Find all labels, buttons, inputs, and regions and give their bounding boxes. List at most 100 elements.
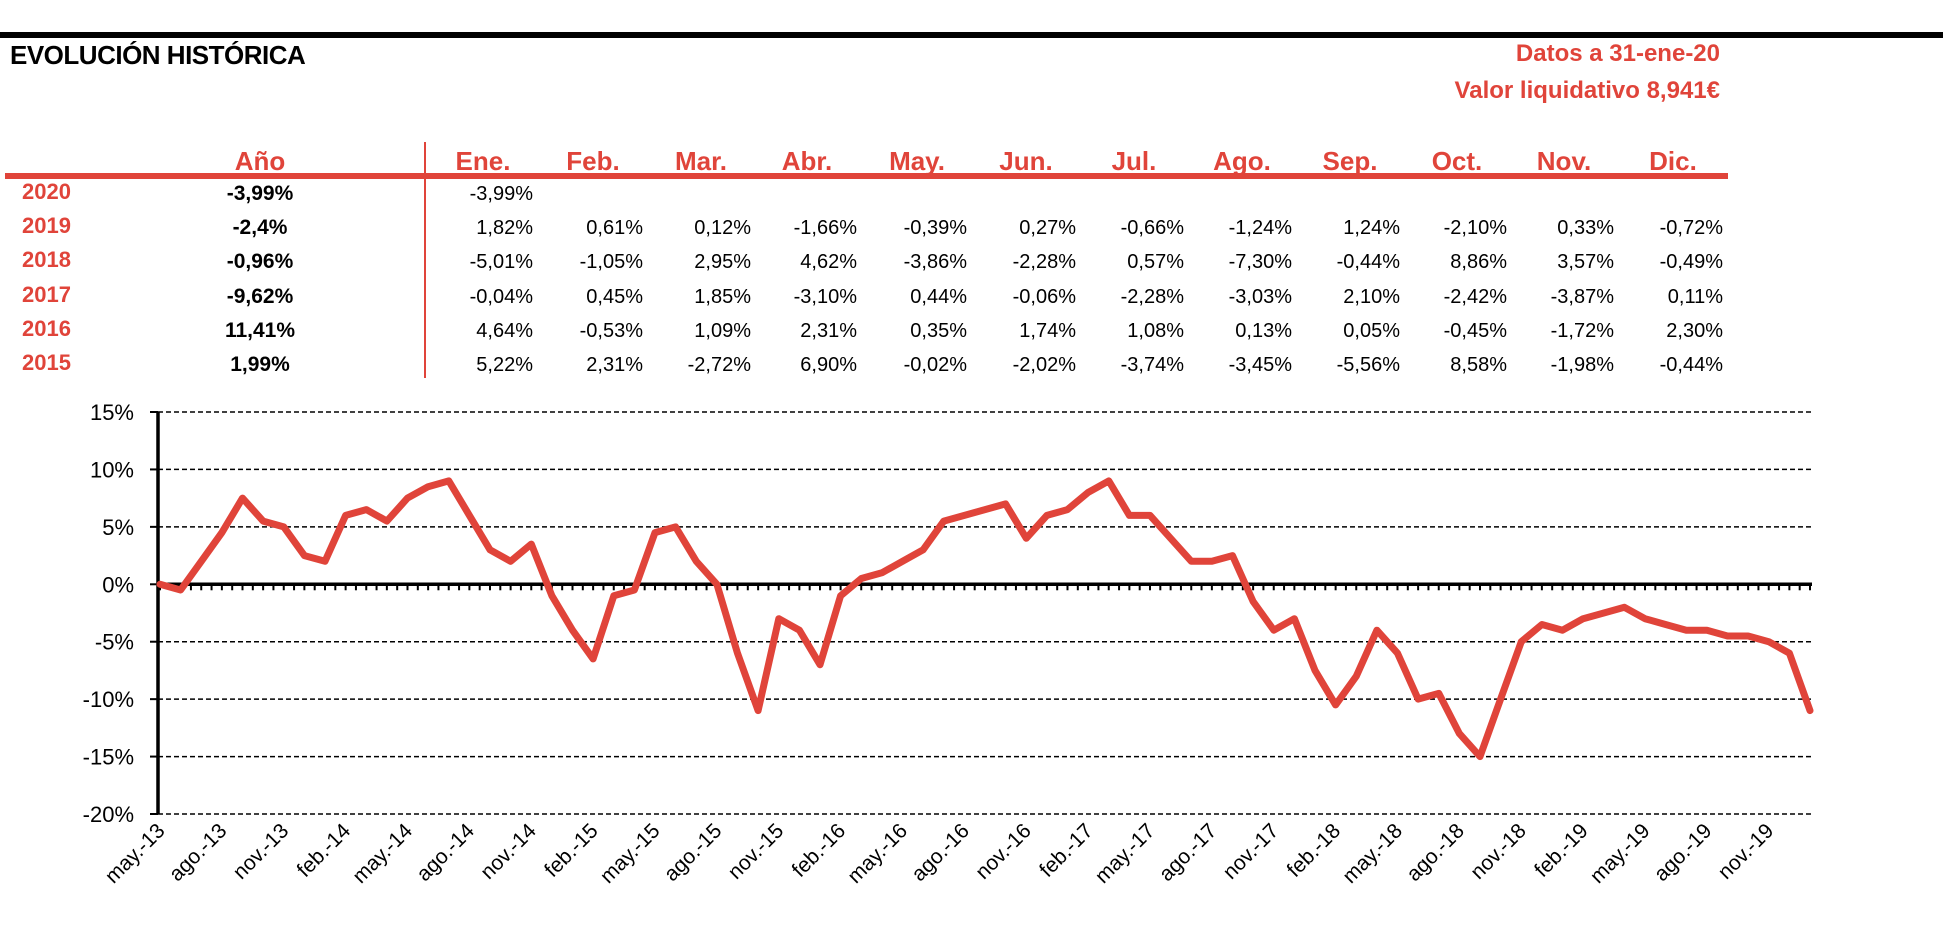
table-cell-monthly-return: 2,10%: [1343, 285, 1400, 308]
table-cell-monthly-return: -1,24%: [1228, 217, 1292, 240]
table-cell-monthly-return: -2,72%: [687, 354, 751, 376]
table-cell-monthly-return: -2,28%: [1120, 285, 1184, 308]
table-cell-monthly-return: 0,13%: [1235, 319, 1292, 342]
table-cell-monthly-return: 8,58%: [1450, 354, 1507, 376]
y-tick-label: -15%: [83, 745, 134, 770]
table-cell-monthly-return: 4,62%: [800, 251, 857, 274]
x-tick-label: may.-18: [1338, 819, 1407, 888]
x-tick-label: nov.-13: [229, 819, 294, 884]
table-row-annual-return: -2,4%: [232, 216, 288, 240]
table-cell-monthly-return: 1,85%: [694, 285, 751, 308]
y-tick-label: -10%: [83, 687, 134, 712]
table-row-annual-return: 1,99%: [230, 353, 290, 376]
x-tick-label: may.-14: [348, 819, 417, 888]
x-tick-label: feb.-18: [1283, 819, 1346, 882]
x-tick-label: may.-19: [1586, 819, 1655, 888]
table-cell-monthly-return: -5,01%: [469, 251, 533, 274]
y-tick-label: 15%: [90, 400, 134, 425]
table-cell-monthly-return: 0,12%: [694, 217, 751, 240]
month-header-sep: Sep.: [1322, 146, 1378, 176]
chart-series: [156, 477, 1814, 761]
table-cell-monthly-return: -5,56%: [1336, 354, 1400, 376]
table-row-annual-return: -0,96%: [226, 250, 294, 274]
table-row-year: 2018: [22, 247, 71, 273]
table-row-annual-return: -9,62%: [226, 284, 294, 308]
table-cell-monthly-return: 1,74%: [1019, 319, 1076, 342]
x-tick-label: may.-13: [101, 819, 170, 888]
table-cell-monthly-return: -3,10%: [793, 285, 857, 308]
x-tick-label: nov.-14: [476, 819, 541, 884]
table-cell-monthly-return: -3,99%: [469, 183, 533, 205]
table-column-divider: [424, 142, 426, 378]
table-cell-monthly-return: -0,72%: [1659, 217, 1723, 240]
x-tick-label: ago.-15: [660, 819, 727, 886]
series-line: [156, 477, 1814, 761]
table-cell-monthly-return: 0,27%: [1019, 217, 1076, 240]
table-cell-monthly-return: 0,05%: [1343, 319, 1400, 342]
table-cell-monthly-return: 1,24%: [1343, 217, 1400, 240]
table-row-year: 2019: [22, 213, 71, 239]
y-tick-label: 0%: [102, 572, 134, 597]
month-header-feb: Feb.: [566, 146, 620, 176]
table-cell-monthly-return: 2,31%: [800, 319, 857, 342]
year-column-header: Año: [234, 146, 286, 176]
table-cell-monthly-return: -0,66%: [1120, 217, 1184, 240]
table-row-annual-return: -3,99%: [226, 182, 294, 205]
x-tick-label: feb.-17: [1035, 819, 1098, 882]
x-tick-label: nov.-19: [1714, 819, 1779, 884]
table-row-year: 2020: [22, 179, 71, 204]
table-cell-monthly-return: -1,05%: [579, 251, 643, 274]
x-tick-label: ago.-19: [1650, 819, 1717, 886]
table-cell-monthly-return: 6,90%: [800, 354, 857, 376]
table-cell-monthly-return: 0,11%: [1667, 285, 1723, 308]
table-cell-monthly-return: 0,61%: [586, 217, 643, 240]
table-cell-monthly-return: -0,44%: [1336, 251, 1400, 274]
month-header-aug: Ago.: [1213, 146, 1271, 176]
table-cell-monthly-return: -1,66%: [793, 217, 857, 240]
table-cell-monthly-return: 1,82%: [476, 217, 533, 240]
table-row-annual-return: 11,41%: [224, 318, 296, 342]
table-cell-monthly-return: 1,08%: [1127, 319, 1184, 342]
page-title: EVOLUCIÓN HISTÓRICA: [10, 40, 306, 70]
month-header-jan: Ene.: [455, 146, 511, 176]
data-date: Datos a 31-ene-20: [1515, 40, 1720, 67]
table-cell-monthly-return: -3,86%: [903, 251, 967, 274]
month-header-mar: Mar.: [674, 146, 728, 176]
month-header-apr: Abr.: [781, 146, 833, 176]
table-cell-monthly-return: -0,45%: [1443, 319, 1507, 342]
x-tick-label: feb.-14: [293, 819, 356, 882]
table-cell-monthly-return: -0,44%: [1659, 354, 1723, 376]
x-tick-label: may.-16: [843, 819, 912, 888]
month-header-may: May.: [889, 146, 945, 176]
table-row-year: 2016: [22, 315, 71, 341]
table-cell-monthly-return: -0,39%: [903, 217, 967, 240]
chart-y-axis: 15% 10% 5% 0% -5% -10% -15% -20%: [83, 400, 160, 827]
x-tick-label: nov.-15: [724, 819, 789, 884]
table-cell-monthly-return: -0,02%: [903, 354, 967, 376]
x-tick-label: may.-17: [1091, 819, 1160, 888]
table-cell-monthly-return: 0,44%: [910, 285, 967, 308]
table-cell-monthly-return: 4,64%: [476, 319, 533, 342]
x-tick-label: ago.-17: [1155, 819, 1222, 886]
table-cell-monthly-return: 3,57%: [1557, 251, 1614, 274]
y-tick-label: 10%: [90, 457, 134, 482]
table-row-year: 2015: [22, 350, 71, 375]
net-asset-value: Valor liquidativo 8,941€: [1454, 77, 1720, 104]
table-cell-monthly-return: -0,04%: [469, 285, 533, 308]
table-cell-monthly-return: 0,35%: [910, 319, 967, 342]
table-header-rule: [5, 173, 1728, 179]
y-tick-label: -5%: [95, 630, 134, 655]
table-cell-monthly-return: 2,95%: [694, 251, 751, 274]
month-header-nov: Nov.: [1536, 146, 1592, 176]
x-tick-label: ago.-13: [165, 819, 232, 886]
table-cell-monthly-return: -2,02%: [1012, 354, 1076, 376]
x-tick-label: feb.-19: [1530, 819, 1593, 882]
table-cell-monthly-return: -7,30%: [1228, 251, 1292, 274]
table-cell-monthly-return: -3,87%: [1550, 285, 1614, 308]
y-tick-label: -20%: [83, 802, 134, 827]
table-cell-monthly-return: 2,30%: [1666, 319, 1723, 342]
table-cell-monthly-return: -3,74%: [1120, 354, 1184, 376]
table-cell-monthly-return: 1,09%: [694, 319, 751, 342]
chart-gridlines: [158, 411, 1812, 815]
